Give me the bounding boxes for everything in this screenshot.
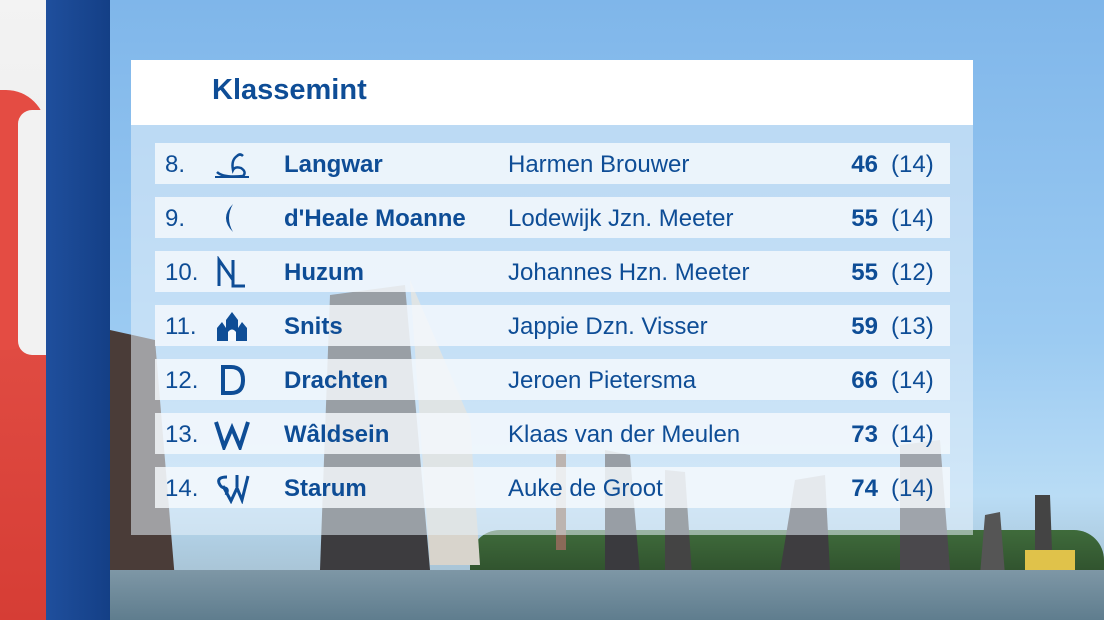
waterpoort-icon [217,312,247,341]
standings-header [131,60,973,125]
sw-monogram-icon [217,475,250,504]
points: 55 [851,205,878,232]
rank: 9. [165,205,186,232]
races: (14) [891,421,934,448]
skipper-name: Klaas van der Meulen [508,421,741,448]
team-name: d'Heale Moanne [284,205,466,232]
standings-row: 9. d'Heale Moanne Lodewijk Jzn. Meeter 5… [155,197,950,238]
standings-row: 10. Huzum Johannes Hzn. Meeter 55 (12) [155,251,950,292]
rank: 8. [165,151,186,178]
left-blue-bar [46,0,110,620]
skipper-name: Johannes Hzn. Meeter [508,259,750,286]
standings-row: 12. Drachten Jeroen Pietersma 66 (14) [155,359,950,400]
points: 55 [851,259,878,286]
letter-d-icon [221,365,246,395]
standings-title: Klassemint [212,74,367,106]
skipper-name: Auke de Groot [508,475,663,502]
races: (14) [891,205,934,232]
letter-w-icon [214,421,250,450]
skipper-name: Harmen Brouwer [508,151,690,178]
rank: 13. [165,421,199,448]
left-stripe-pompeblêd [18,110,46,355]
standings-panel [131,60,973,535]
rank: 12. [165,367,199,394]
standings-row: 14. Starum Auke de Groot 74 (14) [155,467,950,508]
rank: 14. [165,475,199,502]
races: (14) [891,151,934,178]
races: (14) [891,475,934,502]
races: (12) [891,259,934,286]
team-name: Huzum [284,259,364,286]
background-water [0,570,1104,620]
skipper-name: Jeroen Pietersma [508,367,697,394]
points: 74 [851,475,878,502]
skipper-name: Jappie Dzn. Visser [508,313,708,340]
swan-icon [215,153,249,178]
points: 59 [851,313,878,340]
team-name: Drachten [284,367,389,394]
points: 66 [851,367,878,394]
standings-row: 13. Wâldsein Klaas van der Meulen 73 (14… [155,413,950,454]
rank: 10. [165,259,199,286]
standings-row: 11. Snits Jappie Dzn. Visser 59 (13) [155,305,950,346]
points: 73 [851,421,878,448]
team-name: Wâldsein [284,421,390,448]
nl-monogram-icon [217,256,245,288]
team-name: Snits [284,313,343,340]
crescent-moon-icon [226,204,233,232]
races: (13) [891,313,934,340]
standings-row: 8. Langwar Harmen Brouwer 46 (14) [155,143,950,184]
team-name: Langwar [284,151,383,178]
races: (14) [891,367,934,394]
points: 46 [851,151,878,178]
rank: 11. [165,313,197,340]
skipper-name: Lodewijk Jzn. Meeter [508,205,734,232]
team-name: Starum [284,475,367,502]
